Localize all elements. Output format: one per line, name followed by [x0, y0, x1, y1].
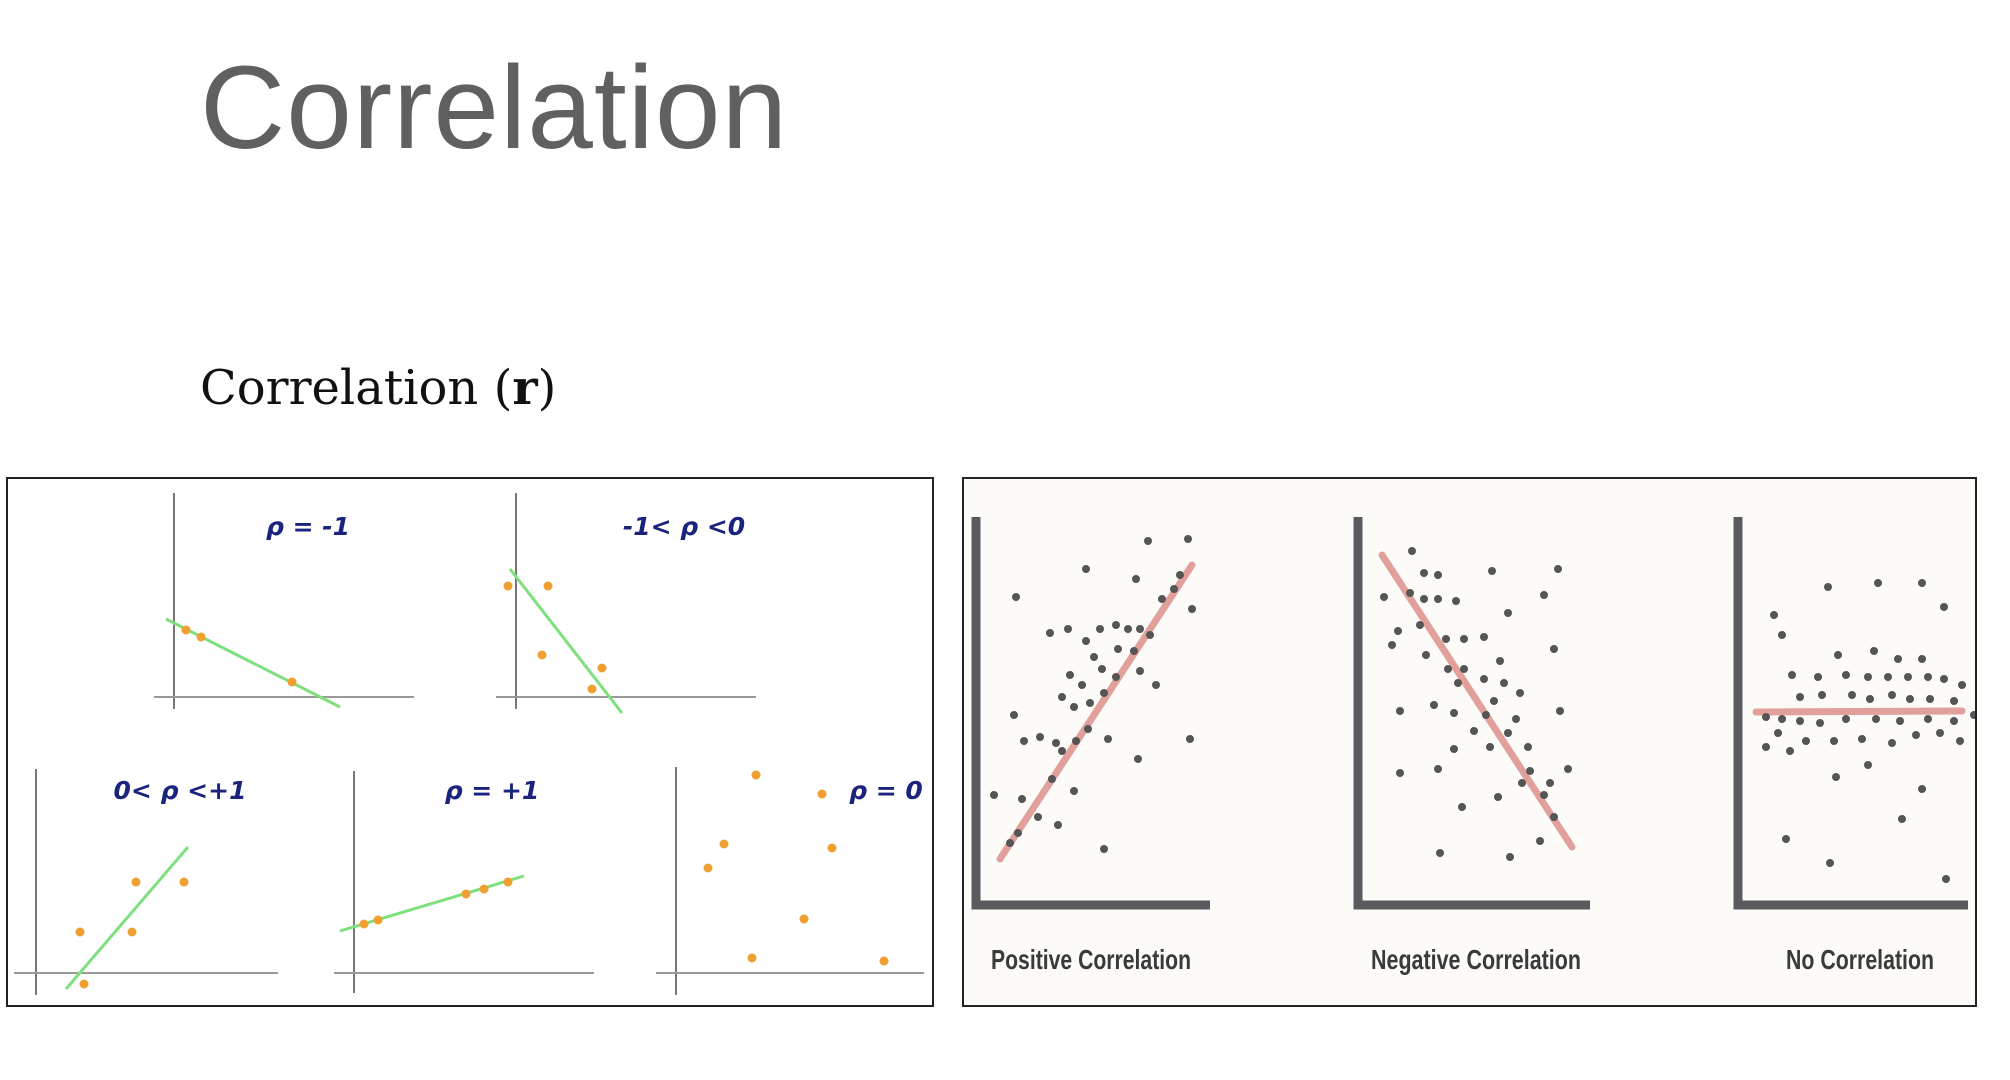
data-point	[827, 843, 837, 853]
rho-label: ρ = -1	[266, 512, 350, 541]
data-point	[75, 927, 85, 937]
scatter-dots	[990, 535, 1196, 853]
data-point	[543, 581, 553, 591]
scatter-dots	[1380, 547, 1572, 861]
data-point	[597, 663, 607, 673]
rho-label: ρ = 0	[849, 776, 923, 805]
data-point	[373, 915, 383, 925]
correlation-label: Positive Correlation	[991, 944, 1191, 975]
correlation-label: No Correlation	[1786, 944, 1934, 975]
plot-negative-correlation: Negative Correlation	[1353, 517, 1590, 975]
rho-diagrams-panel: ρ = -1 -1< ρ <0 0< ρ <+1	[6, 477, 934, 1007]
rho-label: -1< ρ <0	[623, 512, 745, 541]
fit-line	[339, 874, 525, 933]
data-point	[127, 927, 137, 937]
data-point	[79, 979, 89, 989]
correlation-label: Negative Correlation	[1371, 944, 1581, 975]
section-heading: Correlation (r)	[200, 360, 557, 416]
data-point	[181, 625, 191, 635]
data-point	[196, 632, 206, 642]
data-point	[747, 953, 757, 963]
scatter-dots	[1762, 579, 1975, 883]
page-title: Correlation	[200, 42, 789, 174]
trend-line	[1752, 707, 1966, 716]
data-point	[751, 770, 761, 780]
axes	[971, 517, 1210, 910]
plot-rho-positive: 0< ρ <+1	[14, 769, 278, 995]
data-point	[131, 877, 141, 887]
plot-no-correlation: No Correlation	[1733, 517, 1975, 975]
data-point	[587, 684, 597, 694]
fit-line	[165, 617, 341, 709]
fit-line	[64, 846, 190, 990]
plot-rho-zero: ρ = 0	[656, 767, 924, 995]
rho-diagrams-svg: ρ = -1 -1< ρ <0 0< ρ <+1	[14, 493, 924, 995]
fit-line	[508, 568, 624, 714]
data-point	[817, 789, 827, 799]
data-point	[287, 677, 297, 687]
plot-positive-correlation: Positive Correlation	[971, 517, 1210, 975]
correlation-symbol: r	[512, 360, 538, 416]
data-point	[503, 877, 513, 887]
trend-line	[996, 561, 1196, 863]
data-point	[703, 863, 713, 873]
data-point	[719, 839, 729, 849]
rho-label: ρ = +1	[445, 776, 540, 805]
correlation-types-panel: Positive Correlation Negative Corr	[962, 477, 1977, 1007]
rho-label: 0< ρ <+1	[114, 776, 247, 805]
data-point	[359, 919, 369, 929]
data-point	[503, 581, 513, 591]
data-point	[879, 956, 889, 966]
axes	[1353, 517, 1590, 910]
data-point	[537, 650, 547, 660]
data-point	[479, 884, 489, 894]
data-point	[179, 877, 189, 887]
plot-rho-negative: -1< ρ <0	[496, 493, 756, 714]
correlation-types-svg: Positive Correlation Negative Corr	[971, 517, 1975, 975]
data-point	[461, 889, 471, 899]
plot-rho-minus-one: ρ = -1	[154, 493, 414, 709]
trend-line	[1378, 551, 1576, 851]
data-point	[799, 914, 809, 924]
axes	[1733, 517, 1968, 910]
plot-rho-plus-one: ρ = +1	[334, 771, 594, 993]
